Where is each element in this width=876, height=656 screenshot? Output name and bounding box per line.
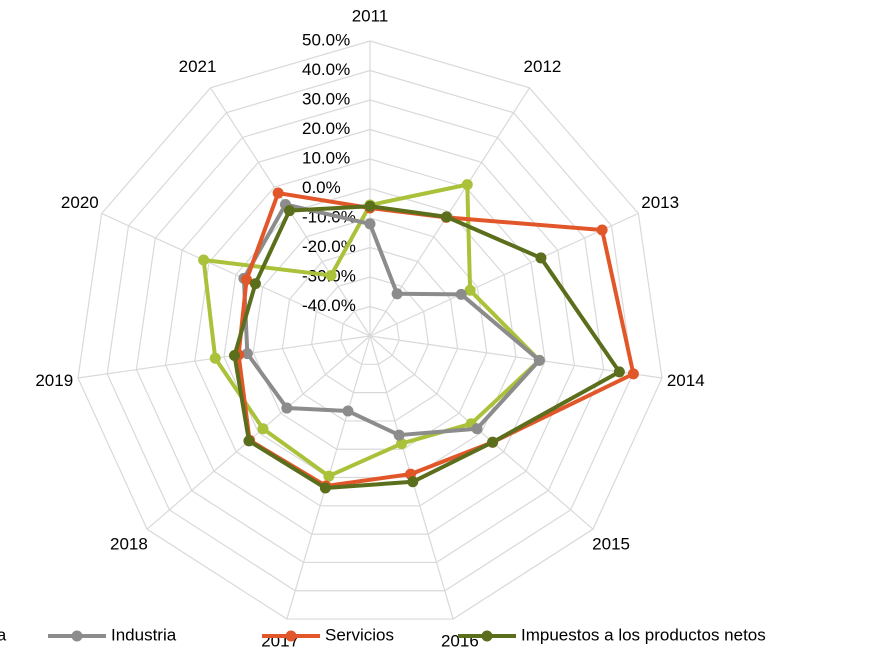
grid-ring bbox=[310, 276, 430, 394]
data-point bbox=[243, 435, 255, 447]
spoke bbox=[146, 335, 371, 530]
series-line bbox=[232, 204, 622, 490]
spoke bbox=[101, 212, 371, 337]
data-point bbox=[283, 205, 295, 217]
data-point bbox=[198, 254, 210, 266]
legend-label: Servicios bbox=[325, 625, 394, 644]
data-point bbox=[342, 405, 354, 417]
data-point bbox=[535, 252, 547, 264]
data-point bbox=[257, 423, 269, 435]
category-label: 2011 bbox=[352, 6, 389, 25]
spoke bbox=[369, 335, 594, 530]
legend-label: Industria bbox=[111, 625, 177, 644]
data-point bbox=[241, 348, 253, 360]
legend-label: Agricultura bbox=[0, 625, 7, 644]
data-point bbox=[533, 354, 545, 366]
data-point bbox=[364, 200, 376, 212]
category-label: 2019 bbox=[35, 371, 73, 390]
data-point bbox=[627, 368, 639, 380]
data-point bbox=[471, 423, 483, 435]
data-point bbox=[323, 470, 335, 482]
data-point bbox=[461, 179, 473, 191]
series-line bbox=[201, 182, 542, 479]
grid-ring bbox=[164, 128, 576, 535]
category-label: 2018 bbox=[110, 534, 148, 553]
data-point bbox=[596, 224, 608, 236]
data-point bbox=[613, 366, 625, 378]
data-point bbox=[241, 274, 253, 286]
category-label: 2020 bbox=[61, 193, 99, 212]
category-label: 2014 bbox=[667, 371, 705, 390]
data-point bbox=[229, 349, 241, 361]
tick-label: 50.0% bbox=[302, 30, 350, 49]
tick-label: 40.0% bbox=[302, 60, 350, 79]
category-label: 2015 bbox=[592, 534, 630, 553]
tick-label: 30.0% bbox=[302, 89, 350, 108]
spoke bbox=[369, 212, 639, 337]
data-point bbox=[319, 482, 331, 494]
data-point bbox=[281, 402, 293, 414]
grid-ring bbox=[77, 40, 663, 620]
category-label: 2012 bbox=[524, 57, 562, 76]
data-point bbox=[249, 278, 261, 290]
legend-marker bbox=[481, 630, 493, 642]
tick-label: 10.0% bbox=[302, 148, 350, 167]
tick-label: 0.0% bbox=[302, 178, 341, 197]
data-point bbox=[441, 211, 453, 223]
data-point bbox=[396, 438, 408, 450]
tick-label: 20.0% bbox=[302, 119, 350, 138]
data-point bbox=[455, 288, 467, 300]
spoke bbox=[77, 335, 371, 379]
data-point bbox=[407, 476, 419, 488]
data-point bbox=[325, 269, 337, 281]
data-point bbox=[209, 352, 221, 364]
category-label: 2021 bbox=[179, 57, 217, 76]
category-label: 2013 bbox=[641, 193, 679, 212]
data-point bbox=[391, 288, 403, 300]
grid-ring bbox=[340, 305, 400, 365]
data-point bbox=[393, 429, 405, 441]
series-line bbox=[236, 191, 636, 489]
data-point bbox=[364, 218, 376, 230]
data-point bbox=[464, 284, 476, 296]
spoke bbox=[369, 335, 663, 379]
data-point bbox=[487, 436, 499, 448]
legend-label: Impuestos a los productos netos bbox=[521, 625, 766, 644]
legend-marker bbox=[285, 630, 297, 642]
grid-ring bbox=[106, 69, 634, 592]
data-point bbox=[272, 187, 284, 199]
tick-label: -40.0% bbox=[302, 296, 356, 315]
grid-ring bbox=[135, 99, 605, 564]
legend-marker bbox=[71, 630, 83, 642]
